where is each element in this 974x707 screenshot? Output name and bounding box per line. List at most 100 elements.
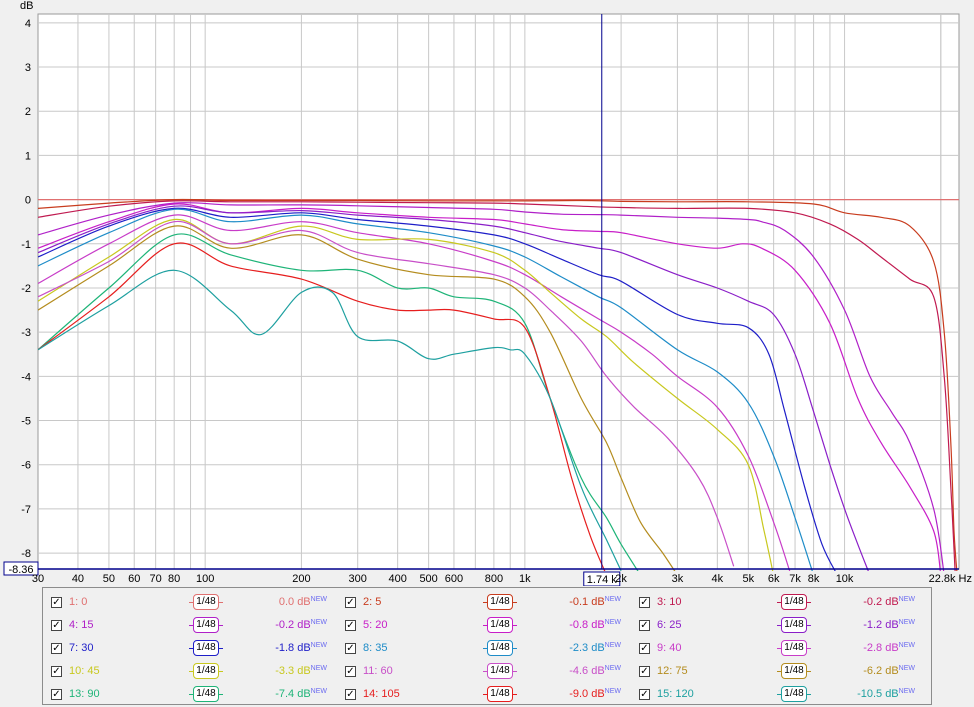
cursor-readout-box[interactable] xyxy=(583,571,621,586)
legend-value: -2.8 dBNEW xyxy=(863,642,915,654)
cursor-readout-label: 1.74 k xyxy=(587,574,617,586)
series-line-12 xyxy=(38,225,676,571)
legend-checkbox[interactable]: ✓ xyxy=(639,666,650,677)
cursor[interactable]: 1.74 k xyxy=(583,14,621,586)
legend-checkbox[interactable]: ✓ xyxy=(345,689,356,700)
legend-value: -1.2 dBNEW xyxy=(863,619,915,631)
smoothing-button[interactable]: 1/48 xyxy=(483,639,517,657)
smoothing-button[interactable]: 1/48 xyxy=(189,639,223,657)
legend-checkbox[interactable]: ✓ xyxy=(345,666,356,677)
y-tick-label: -6 xyxy=(21,460,31,472)
smoothing-button[interactable]: 1/48 xyxy=(777,593,811,611)
smoothing-label: 1/48 xyxy=(193,663,219,679)
series-group xyxy=(38,198,959,571)
legend-label: 7: 30 xyxy=(69,642,94,654)
y-axis: 4 3 2 1 0 -1 -2 -3 -4 -5 -6 -7 -8 -8.36 xyxy=(3,18,959,576)
y-tick-label: 1 xyxy=(25,150,31,162)
smoothing-label: 1/48 xyxy=(487,594,513,610)
smoothing-button[interactable]: 1/48 xyxy=(777,685,811,703)
legend-label: 3: 10 xyxy=(657,596,682,608)
new-badge: NEW xyxy=(310,619,327,626)
smoothing-button[interactable]: 1/48 xyxy=(483,685,517,703)
smoothing-label: 1/48 xyxy=(487,663,513,679)
smoothing-label: 1/48 xyxy=(487,617,513,633)
legend-item: ✓ 1: 0 1/48 0.0 dBNEW xyxy=(51,593,327,613)
smoothing-button[interactable]: 1/48 xyxy=(189,616,223,634)
legend-item: ✓ 6: 25 1/48 -1.2 dBNEW xyxy=(639,616,915,636)
legend-label: 14: 105 xyxy=(363,688,400,700)
legend-value: -0.8 dBNEW xyxy=(569,619,621,631)
legend-checkbox[interactable]: ✓ xyxy=(639,643,650,654)
legend-value: -0.2 dBNEW xyxy=(275,619,327,631)
new-badge: NEW xyxy=(310,688,327,695)
series-line-6 xyxy=(38,205,869,571)
y-tick-label: 2 xyxy=(25,106,31,118)
legend-item: ✓ 15: 120 1/48 -10.5 dBNEW xyxy=(639,685,915,705)
legend-checkbox[interactable]: ✓ xyxy=(345,643,356,654)
y-tick-label: -3 xyxy=(21,327,31,339)
y-min-readout[interactable]: -8.36 xyxy=(3,561,39,576)
legend-item: ✓ 2: 5 1/48 -0.1 dBNEW xyxy=(345,593,621,613)
legend-value: -7.4 dBNEW xyxy=(275,688,327,700)
legend-checkbox[interactable]: ✓ xyxy=(345,597,356,608)
legend-value: -0.2 dBNEW xyxy=(863,596,915,608)
x-tick-label: 70 xyxy=(150,573,162,585)
legend-item: ✓ 14: 105 1/48 -9.0 dBNEW xyxy=(345,685,621,705)
smoothing-label: 1/48 xyxy=(193,594,219,610)
series-line-7 xyxy=(38,207,836,571)
smoothing-button[interactable]: 1/48 xyxy=(483,616,517,634)
legend-value: -10.5 dBNEW xyxy=(857,688,915,700)
legend-checkbox[interactable]: ✓ xyxy=(51,643,62,654)
smoothing-button[interactable]: 1/48 xyxy=(483,662,517,680)
x-tick-label: 800 xyxy=(485,573,503,585)
series-line-8 xyxy=(38,208,813,571)
legend-label: 13: 90 xyxy=(69,688,100,700)
smoothing-button[interactable]: 1/48 xyxy=(483,593,517,611)
smoothing-label: 1/48 xyxy=(193,617,219,633)
legend-value: -3.3 dBNEW xyxy=(275,665,327,677)
legend-value: -9.0 dBNEW xyxy=(569,688,621,700)
series-line-11 xyxy=(38,221,735,567)
legend-checkbox[interactable]: ✓ xyxy=(51,689,62,700)
smoothing-button[interactable]: 1/48 xyxy=(777,662,811,680)
y-tick-label: 0 xyxy=(25,195,31,207)
smoothing-button[interactable]: 1/48 xyxy=(777,639,811,657)
series-line-5 xyxy=(38,203,941,571)
new-badge: NEW xyxy=(310,596,327,603)
legend-checkbox[interactable]: ✓ xyxy=(639,689,650,700)
x-tick-label: 4k xyxy=(712,573,724,585)
smoothing-label: 1/48 xyxy=(781,640,807,656)
series-line-14 xyxy=(38,242,606,571)
legend-checkbox[interactable]: ✓ xyxy=(51,620,62,631)
x-tick-label: 6k xyxy=(768,573,780,585)
legend-panel: ✓ 1: 0 1/48 0.0 dBNEW ✓ 2: 5 1/48 -0.1 dBNEW ✓ 3:… xyxy=(42,587,932,705)
series-line-15 xyxy=(38,269,622,571)
legend-checkbox[interactable]: ✓ xyxy=(639,620,650,631)
y-tick-label: -2 xyxy=(21,283,31,295)
legend-item: ✓ 11: 60 1/48 -4.6 dBNEW xyxy=(345,662,621,682)
legend-label: 4: 15 xyxy=(69,619,94,631)
smoothing-label: 1/48 xyxy=(487,686,513,702)
smoothing-button[interactable]: 1/48 xyxy=(189,593,223,611)
legend-checkbox[interactable]: ✓ xyxy=(345,620,356,631)
smoothing-button[interactable]: 1/48 xyxy=(189,685,223,703)
smoothing-button[interactable]: 1/48 xyxy=(777,616,811,634)
new-badge: NEW xyxy=(310,665,327,672)
smoothing-button[interactable]: 1/48 xyxy=(189,662,223,680)
y-unit-label: dB xyxy=(20,0,33,12)
legend-checkbox[interactable]: ✓ xyxy=(51,666,62,677)
frequency-response-chart[interactable]: 1.74 k 4 3 2 1 0 -1 -2 -3 -4 -5 -6 -7 -8 -8.36 30 40 50… xyxy=(0,0,974,586)
x-tick-label: 80 xyxy=(168,573,180,585)
legend-label: 15: 120 xyxy=(657,688,694,700)
legend-checkbox[interactable]: ✓ xyxy=(639,597,650,608)
legend-item: ✓ 5: 20 1/48 -0.8 dBNEW xyxy=(345,616,621,636)
legend-label: 8: 35 xyxy=(363,642,388,654)
legend-checkbox[interactable]: ✓ xyxy=(51,597,62,608)
smoothing-label: 1/48 xyxy=(193,640,219,656)
new-badge: NEW xyxy=(604,596,621,603)
legend-item: ✓ 4: 15 1/48 -0.2 dBNEW xyxy=(51,616,327,636)
y-min-label: -8.36 xyxy=(8,564,33,576)
legend-item: ✓ 10: 45 1/48 -3.3 dBNEW xyxy=(51,662,327,682)
new-badge: NEW xyxy=(898,619,915,626)
series-line-9 xyxy=(38,214,791,571)
